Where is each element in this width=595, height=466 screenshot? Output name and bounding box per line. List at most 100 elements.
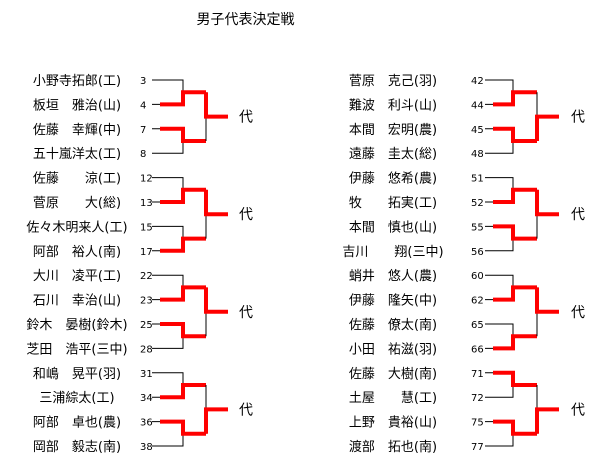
- player-seed-number: 77: [471, 442, 484, 453]
- player-seed-number: 4: [140, 100, 146, 111]
- player-name: 渡部 拓也(南): [349, 439, 437, 455]
- winner-path: [160, 126, 206, 143]
- player-name: 和嶋 晃平(羽): [33, 367, 121, 382]
- representative-label: 代: [239, 305, 253, 321]
- player-seed-number: 60: [471, 271, 484, 282]
- player-seed-number: 28: [140, 344, 153, 355]
- player-name: 阿部 卓也(農): [33, 416, 121, 431]
- player-name: 佐藤 大樹(南): [349, 366, 437, 382]
- player-name: 三浦綜太(工): [39, 391, 114, 406]
- player-name: 小野寺拓郎(工): [33, 74, 121, 89]
- player-seed-number: 3: [140, 76, 146, 87]
- representative-label: 代: [571, 305, 585, 321]
- player-name: 伊藤 悠希(農): [349, 172, 437, 187]
- player-seed-number: 55: [471, 222, 484, 233]
- player-name: 牧 拓実(工): [349, 195, 437, 211]
- player-seed-number: 52: [471, 198, 484, 209]
- bracket-line: [152, 177, 184, 203]
- player-name: 佐藤 幸輝(中): [33, 123, 121, 138]
- player-seed-number: 36: [140, 418, 153, 429]
- bracket-line: [152, 225, 184, 252]
- winner-path: [535, 114, 559, 141]
- player-name: 五十嵐洋太(工): [33, 147, 121, 162]
- player-seed-number: 38: [140, 442, 153, 453]
- player-seed-number: 8: [140, 149, 146, 160]
- player-seed-number: 75: [471, 418, 484, 429]
- bracket-line: [152, 79, 184, 105]
- winner-path: [493, 370, 537, 387]
- winner-path: [160, 236, 206, 253]
- representative-label: 代: [571, 110, 585, 126]
- winner-path: [493, 334, 537, 351]
- winner-path: [160, 383, 206, 400]
- representative-label: 代: [571, 207, 585, 223]
- winner-path: [160, 419, 206, 436]
- player-seed-number: 65: [471, 320, 484, 331]
- bracket-line: [152, 274, 184, 301]
- player-name: 佐藤 涼(工): [33, 172, 121, 187]
- bracket-line: [485, 323, 514, 349]
- player-seed-number: 51: [471, 174, 484, 185]
- bracket-line: [485, 274, 514, 301]
- winner-path: [160, 90, 206, 107]
- player-name: 遠藤 圭太(総): [349, 147, 437, 162]
- player-name: 蛸井 悠人(農): [349, 269, 437, 284]
- representative-label: 代: [239, 207, 253, 223]
- player-seed-number: 13: [140, 198, 153, 209]
- player-name: 石川 幸治(山): [33, 294, 121, 309]
- winner-path: [160, 187, 206, 204]
- player-name: 板垣 雅治(山): [33, 98, 121, 113]
- player-name: 伊藤 隆矢(中): [349, 294, 437, 309]
- bracket-line: [152, 323, 184, 349]
- player-name: 佐々木明来人(工): [26, 220, 127, 235]
- player-seed-number: 56: [471, 247, 484, 258]
- player-seed-number: 17: [140, 247, 153, 258]
- representative-label: 代: [239, 110, 253, 126]
- winner-path: [493, 224, 537, 241]
- player-seed-number: 42: [471, 76, 484, 87]
- player-name: 上野 貴裕(山): [349, 416, 437, 431]
- bracket-line: [485, 79, 514, 105]
- representative-label: 代: [571, 402, 585, 418]
- representative-label: 代: [239, 402, 253, 418]
- winner-path: [160, 285, 206, 302]
- bracket-line: [485, 177, 514, 203]
- player-seed-number: 7: [140, 125, 146, 136]
- winner-path: [493, 187, 537, 204]
- player-name: 佐藤 僚太(南): [349, 317, 437, 333]
- winner-path: [160, 322, 206, 339]
- winner-path: [493, 285, 537, 302]
- player-name: 阿部 裕人(南): [33, 244, 121, 260]
- player-name: 土屋 慧(工): [349, 390, 437, 406]
- player-name: 菅原 克己(羽): [349, 74, 437, 89]
- player-name: 菅原 大(総): [33, 196, 121, 211]
- player-name: 小田 祐滋(羽): [349, 342, 437, 357]
- winner-path: [493, 419, 537, 436]
- player-seed-number: 45: [471, 125, 484, 136]
- bracket-line: [152, 128, 184, 154]
- player-seed-number: 66: [471, 344, 484, 355]
- player-seed-number: 23: [140, 296, 153, 307]
- player-seed-number: 31: [140, 369, 153, 380]
- winner-path: [204, 287, 228, 314]
- player-seed-number: 72: [471, 393, 484, 404]
- bracket-line: [152, 372, 184, 398]
- bracket-line: [485, 128, 514, 154]
- player-seed-number: 25: [140, 320, 153, 331]
- player-seed-number: 15: [140, 222, 153, 233]
- player-name: 吉川 翔(三中): [342, 245, 443, 260]
- player-name: 本間 慎也(山): [349, 220, 437, 235]
- player-seed-number: 34: [140, 393, 153, 404]
- player-name: 芝田 浩平(三中): [26, 341, 127, 357]
- player-name: 大川 凌平(工): [33, 269, 121, 284]
- winner-path: [493, 90, 537, 107]
- bracket-line: [485, 372, 514, 398]
- bracket-line: [485, 225, 514, 252]
- player-seed-number: 12: [140, 174, 153, 185]
- player-seed-number: 48: [471, 149, 484, 160]
- player-seed-number: 22: [140, 271, 153, 282]
- winner-path: [535, 407, 559, 434]
- player-name: 岡部 毅志(南): [33, 439, 121, 455]
- player-seed-number: 44: [471, 100, 484, 111]
